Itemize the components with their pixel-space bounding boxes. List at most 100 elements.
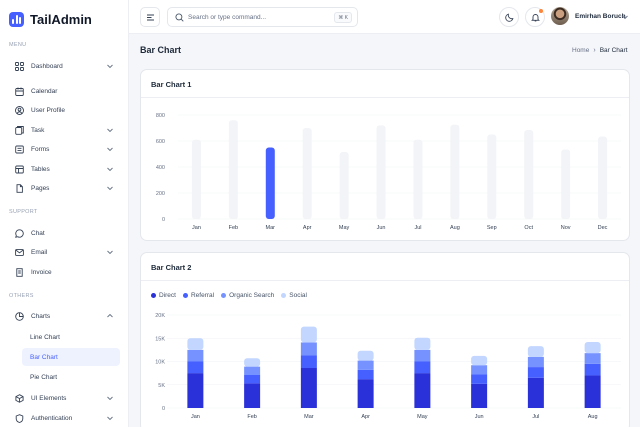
sidebar-item-pages[interactable]: Pages	[8, 179, 120, 197]
sidebar-subitem-bar-chart[interactable]: Bar Chart	[22, 348, 120, 366]
x-tick-label: May	[417, 414, 428, 420]
sidebar-subitem-line-chart[interactable]: Line Chart	[30, 333, 60, 341]
x-tick-label: Aug	[588, 414, 598, 420]
sidebar-subitem-pie-chart[interactable]: Pie Chart	[30, 373, 58, 381]
legend-dot	[182, 293, 188, 298]
bar-segment	[300, 368, 317, 408]
shield-icon	[15, 413, 24, 423]
bar-segment	[187, 373, 204, 408]
bar-segment	[300, 342, 317, 356]
theme-toggle-button[interactable]	[499, 7, 519, 27]
sidebar-item-label: Pages	[31, 184, 50, 192]
bar-segment	[527, 346, 544, 357]
bar-chart-1-card: Bar Chart 1 0 200 400 600 800 Jan Feb Mar Apr May…	[140, 69, 630, 241]
chevron-down-icon[interactable]	[621, 13, 629, 21]
x-tick-label: Mar	[304, 414, 314, 420]
bar-segment	[357, 369, 374, 380]
sidebar-item-tables[interactable]: Tables	[8, 160, 120, 178]
bar-segment	[244, 383, 261, 408]
legend-item[interactable]: Social	[281, 292, 307, 299]
sidebar-toggle-button[interactable]	[140, 7, 160, 27]
notification-dot	[539, 9, 543, 13]
x-tick-label: Oct	[524, 225, 533, 231]
search-input[interactable]	[188, 13, 328, 21]
bar-segment	[584, 375, 601, 408]
sidebar-item-label: Task	[31, 126, 45, 134]
bar	[339, 152, 349, 219]
bar	[561, 149, 571, 219]
sidebar-item-user-profile[interactable]: User Profile	[8, 101, 120, 119]
bar	[598, 136, 608, 219]
chat-icon	[15, 228, 24, 238]
chevron-down-icon	[107, 416, 113, 421]
sidebar-item-label: Calendar	[31, 87, 58, 95]
user-name[interactable]: Emirhan Boruch	[575, 13, 626, 20]
sidebar-item-calendar[interactable]: Calendar	[8, 82, 120, 100]
bar-segment	[187, 338, 204, 350]
sidebar-item-chat[interactable]: Chat	[8, 224, 120, 242]
sidebar-item-label: UI Elements	[31, 394, 67, 402]
sidebar-item-label: User Profile	[31, 106, 65, 114]
invoice-icon	[15, 267, 24, 277]
bar-segment	[414, 337, 431, 350]
chevron-right-icon: ›	[593, 47, 596, 54]
y-tick-label: 600	[156, 139, 165, 145]
bar	[450, 124, 460, 219]
bar-segment	[357, 360, 374, 370]
bar-segment	[584, 363, 601, 376]
divider	[141, 97, 629, 98]
bar-segment	[527, 367, 544, 378]
moon-icon	[504, 13, 513, 22]
bar-segment	[471, 374, 488, 384]
legend-item[interactable]: Direct	[151, 292, 176, 299]
avatar[interactable]	[551, 7, 569, 25]
sidebar-item-label: Forms	[31, 145, 50, 153]
legend-item[interactable]: Organic Search	[221, 292, 274, 299]
bar	[413, 139, 423, 219]
bar-segment	[414, 361, 431, 374]
y-tick-label: 15K	[155, 336, 165, 342]
bar-segment	[244, 374, 261, 384]
sidebar-item-authentication[interactable]: Authentication	[8, 409, 120, 427]
x-tick-label: Sep	[487, 225, 497, 231]
bar	[524, 129, 534, 219]
menu-icon	[146, 14, 154, 20]
calendar-icon	[15, 87, 24, 96]
y-tick-label: 0	[162, 406, 165, 412]
sidebar-item-invoice[interactable]: Invoice	[8, 263, 120, 281]
logo[interactable]: TailAdmin	[9, 12, 92, 27]
chevron-down-icon	[107, 128, 113, 133]
x-tick-label: Jul	[532, 414, 539, 420]
bar	[265, 147, 275, 219]
sidebar-item-email[interactable]: Email	[8, 243, 120, 261]
legend-label: Referral	[190, 292, 215, 299]
tables-icon	[15, 165, 24, 174]
x-tick-label: Jun	[475, 414, 484, 420]
bar-chart-2-card: Bar Chart 2 Direct Referral Organic Search…	[140, 252, 630, 427]
y-tick-label: 800	[156, 113, 165, 119]
x-tick-label: Dec	[598, 225, 608, 231]
breadcrumb-home[interactable]: Home	[572, 47, 590, 54]
logo-icon	[9, 12, 24, 27]
chevron-down-icon	[107, 167, 113, 172]
box-icon	[15, 393, 24, 403]
section-label-menu: MENU	[9, 42, 27, 48]
mail-icon	[15, 248, 24, 257]
notifications-button[interactable]	[525, 7, 545, 27]
pie-chart-icon	[15, 311, 24, 321]
bar-segment	[414, 349, 431, 362]
y-tick-label: 400	[156, 165, 165, 171]
chevron-down-icon	[107, 147, 113, 152]
sidebar-item-label: Charts	[31, 312, 51, 320]
x-tick-label: Feb	[229, 225, 238, 231]
breadcrumb: Home › Bar Chart	[572, 47, 628, 54]
sidebar-item-task[interactable]: Task	[8, 121, 120, 139]
sidebar-item-dashboard[interactable]: Dashboard	[8, 57, 120, 75]
legend-item[interactable]: Referral	[182, 292, 215, 299]
search-icon	[175, 12, 184, 22]
sidebar-item-ui-elements[interactable]: UI Elements	[8, 389, 120, 407]
section-label-support: SUPPORT	[9, 209, 38, 215]
sidebar-item-forms[interactable]: Forms	[8, 140, 120, 158]
sidebar-item-charts[interactable]: Charts	[8, 307, 120, 325]
legend-dot	[281, 293, 287, 298]
